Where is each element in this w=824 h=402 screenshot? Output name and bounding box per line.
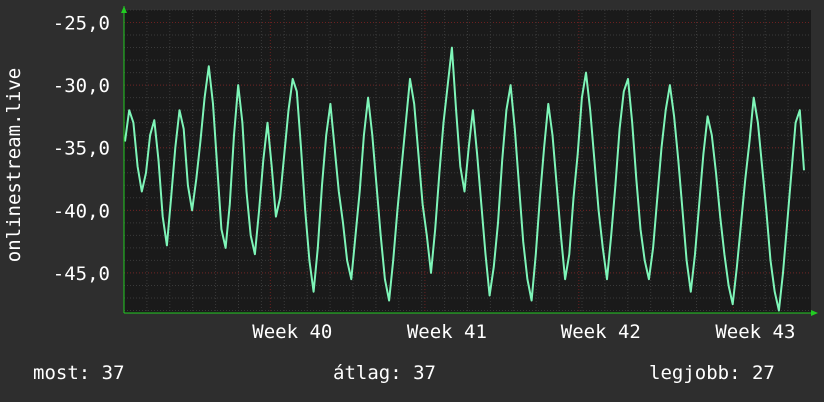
- x-axis-arrow-icon: [811, 310, 818, 316]
- y-axis: -25,0 -30,0 -35,0 -40,0 -45,0: [53, 13, 110, 285]
- x-tick-label: Week 42: [561, 321, 641, 343]
- y-axis-arrow-icon: [121, 6, 127, 13]
- y-tick-label: -25,0: [53, 13, 110, 35]
- y-axis-label: onlinestream.live: [3, 68, 25, 262]
- y-tick-label: -45,0: [53, 263, 110, 285]
- current-value: most: 37: [33, 362, 125, 384]
- x-axis: Week 40 Week 41 Week 42 Week 43: [252, 321, 795, 343]
- y-tick-label: -35,0: [53, 138, 110, 160]
- x-tick-label: Week 41: [407, 321, 487, 343]
- grid: [124, 9, 811, 313]
- x-tick-label: Week 40: [252, 321, 332, 343]
- average-value: átlag: 37: [333, 362, 436, 384]
- series-line: [124, 46, 805, 312]
- y-tick-label: -30,0: [53, 75, 110, 97]
- y-tick-label: -40,0: [53, 200, 110, 222]
- x-tick-label: Week 43: [715, 321, 795, 343]
- best-value: legjobb: 27: [649, 362, 775, 384]
